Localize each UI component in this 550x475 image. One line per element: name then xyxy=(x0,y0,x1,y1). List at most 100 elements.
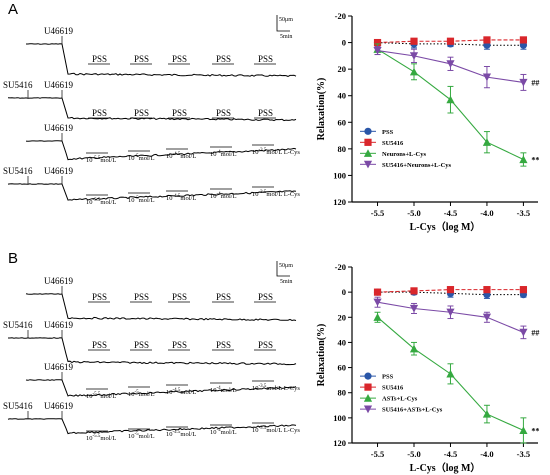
agonist-label: U46619 xyxy=(44,123,73,133)
panel-letter-b: B xyxy=(8,250,18,267)
tension-traces: U46619 PSS PSS PSS PSS PSS SU5416 U46619 PSS PSS P… xyxy=(3,26,300,442)
pretreatment-label: SU5416 xyxy=(3,320,33,330)
data-point xyxy=(446,60,455,68)
data-point xyxy=(483,36,491,44)
data-point xyxy=(363,394,373,402)
legend-label: Neurons+L-Cys xyxy=(382,151,427,158)
series-su5416 xyxy=(373,36,528,47)
wash-label: PSS xyxy=(216,108,231,118)
concentration-label: 10-3.5mol/L L-Cys xyxy=(252,384,300,392)
concentration-label: 10-3.5mol/L L-Cys xyxy=(252,426,300,434)
concentration-label: 10-4mol/L xyxy=(210,192,237,200)
series-su5416-asts-l-cys: ## xyxy=(373,296,539,340)
x-tick-label: -4.5 xyxy=(444,449,457,459)
data-point xyxy=(363,149,373,157)
chart-b: -20 0 20 40 60 80 100 120 -5.5 -5.0 -4.5 -4.0 -3.5 L-… xyxy=(316,262,539,474)
data-point xyxy=(409,52,419,60)
pretreatment-label: SU5416 xyxy=(3,80,33,90)
y-tick-label: 60 xyxy=(338,363,347,373)
legend-label: PSS xyxy=(382,129,394,136)
legend-label: ASTs+L-Cys xyxy=(382,396,418,403)
legend-label: PSS xyxy=(382,374,394,381)
pretreatment-label: SU5416 xyxy=(3,166,33,176)
scalebar-b: 50μm 5min xyxy=(276,261,293,285)
wash-label: PSS xyxy=(134,340,149,350)
data-point xyxy=(483,286,491,294)
data-point xyxy=(364,372,372,380)
data-point xyxy=(446,286,455,294)
concentration-label: 10-5mol/L xyxy=(128,390,155,398)
x-tick-label: -5.0 xyxy=(407,208,420,218)
y-tick-label: 120 xyxy=(333,197,346,207)
x-tick-label: -3.5 xyxy=(517,208,530,218)
concentration-label: 10-5mol/L xyxy=(128,196,155,204)
scalebar-a-vertical: 50μm xyxy=(279,17,293,23)
trace-line xyxy=(25,379,297,397)
trace-line xyxy=(7,418,297,435)
wash-label: PSS xyxy=(258,292,273,302)
y-tick-label: 100 xyxy=(333,170,346,180)
legend: PSS SU5416 Neurons+L-Cys SU5416+Neurons+L-C… xyxy=(360,127,452,169)
y-tick-label: 20 xyxy=(338,312,347,322)
wash-label: PSS xyxy=(92,340,107,350)
series-asts-l-cys: ** xyxy=(373,311,539,444)
concentration-label: 10-4.5mol/L xyxy=(166,430,196,438)
data-point xyxy=(482,409,492,418)
data-point xyxy=(409,304,419,313)
y-tick-label: -20 xyxy=(335,262,346,272)
wash-label: PSS xyxy=(216,54,231,64)
scalebar-a-horizontal: 5min xyxy=(280,34,292,40)
legend-label: SU5416+ASTs+L-Cys xyxy=(382,407,443,414)
wash-label: PSS xyxy=(172,108,187,118)
pretreatment-label: SU5416 xyxy=(3,401,33,411)
scalebar-b-horizontal: 5min xyxy=(280,279,292,285)
data-point xyxy=(519,426,528,435)
concentration-label: 10-4mol/L xyxy=(210,428,237,436)
data-point xyxy=(409,67,419,76)
data-point xyxy=(482,138,492,146)
wash-label: PSS xyxy=(172,292,187,302)
data-point xyxy=(363,160,373,169)
concentration-label: 10-5.5mol/L xyxy=(86,392,116,400)
data-point xyxy=(373,298,382,307)
agonist-label: U46619 xyxy=(44,276,73,286)
x-tick-label: -4.0 xyxy=(480,449,493,459)
data-point xyxy=(446,37,455,45)
data-point xyxy=(373,38,382,47)
x-axis-title: L-Cys（log M） xyxy=(410,461,481,474)
y-tick-label: -20 xyxy=(335,11,346,21)
data-point xyxy=(519,286,528,294)
x-tick-label: -5.5 xyxy=(371,208,384,218)
wash-label: PSS xyxy=(258,108,273,118)
y-tick-label: 0 xyxy=(342,38,346,48)
trace-line xyxy=(8,337,297,366)
significance-label: ## xyxy=(531,328,539,337)
wash-label: PSS xyxy=(134,108,149,118)
concentration-label: 10-4.5mol/L xyxy=(166,194,196,202)
x-tick-label: -3.5 xyxy=(517,449,530,459)
agonist-label: U46619 xyxy=(44,26,73,36)
concentration-label: 10-5.5mol/L xyxy=(86,156,116,164)
concentration-label: 10-3.5mol/L L-Cys xyxy=(252,148,300,156)
wash-label: PSS xyxy=(258,340,273,350)
y-tick-label: 120 xyxy=(333,438,346,448)
x-tick-label: -5.5 xyxy=(371,449,384,459)
trace-line xyxy=(25,140,297,161)
panel-letter-a: A xyxy=(8,1,18,18)
concentration-label: 10-3.5mol/L L-Cys xyxy=(252,190,300,198)
agonist-label: U46619 xyxy=(44,80,73,90)
concentration-label: 10-4.5mol/L xyxy=(166,388,196,396)
data-point xyxy=(482,313,492,322)
agonist-label: U46619 xyxy=(44,166,73,176)
trace-line xyxy=(25,293,297,322)
y-tick-label: 40 xyxy=(338,91,347,101)
significance-label: ** xyxy=(531,155,539,164)
y-tick-label: 100 xyxy=(333,413,346,423)
wash-label: PSS xyxy=(216,340,231,350)
x-tick-label: -5.0 xyxy=(407,449,420,459)
data-point xyxy=(364,127,372,135)
concentration-label: 10-5.5mol/L xyxy=(86,434,116,442)
legend-label: SU5416 xyxy=(382,385,404,392)
x-tick-label: -4.5 xyxy=(444,208,457,218)
data-point xyxy=(410,37,418,45)
